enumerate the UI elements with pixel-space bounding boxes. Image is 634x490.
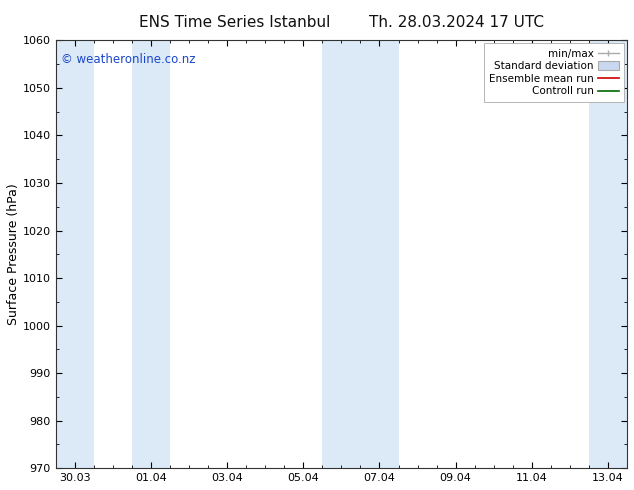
Text: © weatheronline.co.nz: © weatheronline.co.nz [61, 53, 196, 66]
Bar [322, 40, 399, 468]
Text: ENS Time Series Istanbul: ENS Time Series Istanbul [139, 15, 330, 30]
Legend: min/max, Standard deviation, Ensemble mean run, Controll run: min/max, Standard deviation, Ensemble me… [484, 44, 624, 102]
Bar [56, 40, 94, 468]
Bar [589, 40, 627, 468]
Y-axis label: Surface Pressure (hPa): Surface Pressure (hPa) [7, 183, 20, 325]
Text: Th. 28.03.2024 17 UTC: Th. 28.03.2024 17 UTC [369, 15, 544, 30]
Bar [132, 40, 170, 468]
